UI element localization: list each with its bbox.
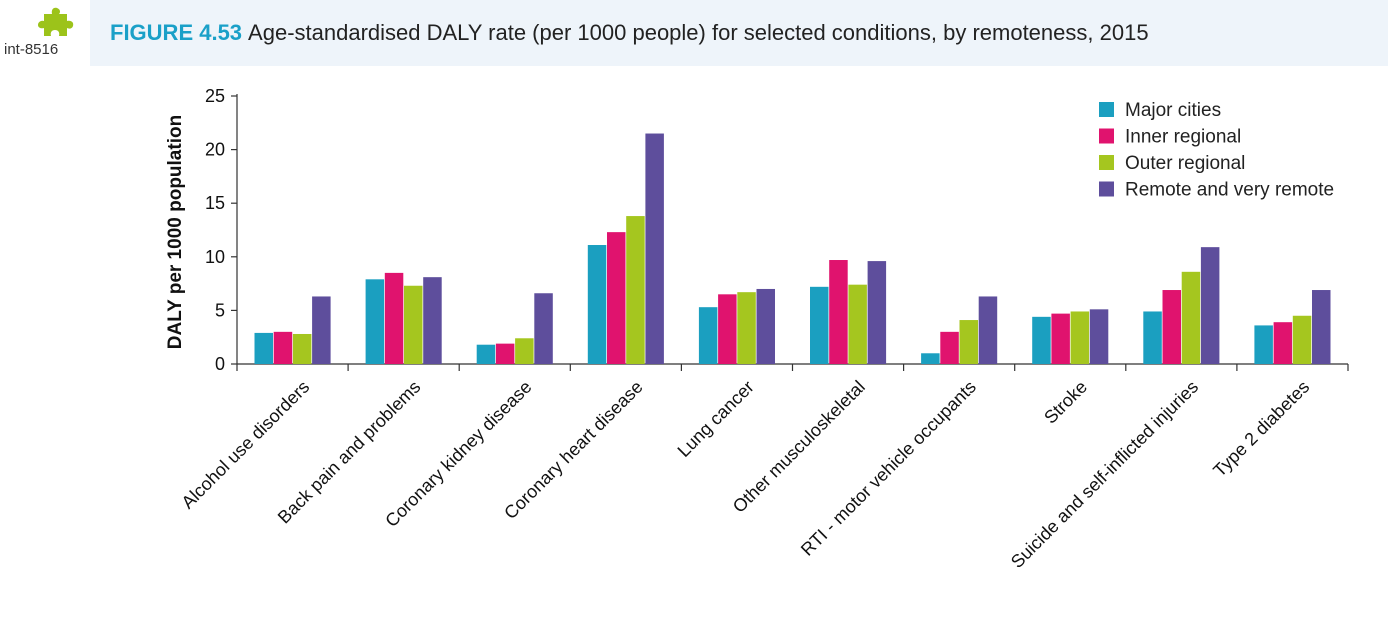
bar — [495, 343, 515, 364]
category-label: Alcohol use disorders — [178, 377, 314, 513]
bar — [645, 133, 664, 364]
bar — [254, 332, 273, 364]
bar — [1254, 325, 1273, 364]
figure-header-band — [90, 0, 1388, 66]
category-label: RTI - motor vehicle occupants — [797, 377, 980, 560]
legend: Major cities Inner regional Outer regional… — [1099, 100, 1334, 201]
category-label: Stroke — [1040, 377, 1091, 428]
category-label: Type 2 diabetes — [1209, 377, 1313, 481]
bar — [384, 272, 404, 364]
bar — [404, 285, 423, 364]
bar — [698, 307, 718, 364]
bar — [273, 331, 293, 364]
bar — [312, 296, 331, 364]
bar — [607, 232, 626, 364]
interactivity-id: int-8516 — [4, 41, 59, 58]
bar — [718, 294, 737, 364]
figure-title: FIGURE 4.53 Age-standardised DALY rate (p… — [110, 20, 1149, 46]
bar — [365, 279, 385, 364]
bar — [978, 296, 998, 364]
y-tick-label: 0 — [215, 354, 225, 374]
y-tick-label: 20 — [205, 140, 225, 160]
figure-title-text: Age-standardised DALY rate (per 1000 peo… — [248, 20, 1149, 45]
legend-swatch — [1099, 102, 1114, 117]
y-tick-label: 5 — [215, 300, 225, 320]
bar — [829, 260, 848, 364]
legend-entry: Outer regional — [1125, 153, 1245, 174]
bars — [254, 133, 1331, 364]
y-axis-label-group: DALY per 1000 population — [165, 115, 186, 349]
bar — [1051, 313, 1070, 364]
bar — [1089, 309, 1109, 364]
y-tick-label: 10 — [205, 247, 225, 267]
y-tick-label: 25 — [205, 86, 225, 106]
bar — [921, 353, 940, 364]
bar — [476, 344, 496, 364]
bar — [959, 320, 978, 364]
bar — [1273, 322, 1293, 364]
y-tick-label: 15 — [205, 193, 225, 213]
legend-entry: Inner regional — [1125, 127, 1241, 148]
category-label: Suicide and self-inflicted injuries — [1007, 377, 1202, 572]
y-axis-label: DALY per 1000 population — [165, 115, 186, 349]
bar — [1070, 311, 1090, 364]
bar — [756, 288, 775, 364]
legend-swatch — [1099, 155, 1114, 170]
bar — [626, 216, 645, 364]
bar — [423, 277, 442, 364]
puzzle-piece-shape — [38, 7, 74, 36]
bar — [534, 293, 553, 364]
bar — [848, 284, 867, 364]
legend-swatch — [1099, 181, 1114, 197]
puzzle-piece-icon[interactable] — [30, 6, 80, 40]
bar — [1162, 290, 1181, 364]
legend-swatch — [1099, 128, 1114, 144]
bar — [1312, 290, 1331, 364]
bar — [940, 331, 959, 364]
bar — [1032, 316, 1051, 364]
legend-entry: Remote and very remote — [1125, 180, 1334, 201]
bar — [1292, 315, 1312, 364]
bar — [587, 245, 607, 364]
bar — [867, 261, 887, 364]
bar — [1181, 271, 1201, 364]
bar — [1143, 311, 1162, 364]
bar — [810, 286, 829, 364]
bar — [292, 333, 312, 364]
category-label: Lung cancer — [674, 377, 758, 461]
bar — [737, 292, 756, 364]
bar — [515, 338, 534, 364]
figure-number: FIGURE 4.53 — [110, 20, 243, 45]
bar — [1200, 247, 1220, 364]
legend-entry: Major cities — [1125, 100, 1221, 121]
